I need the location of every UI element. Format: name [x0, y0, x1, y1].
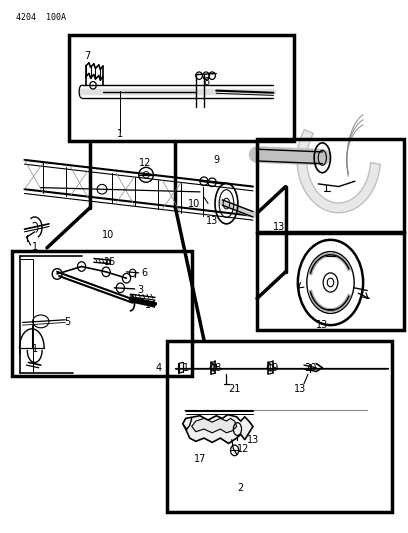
Text: 18: 18	[210, 363, 222, 373]
Bar	[257, 233, 404, 330]
Text: 12: 12	[139, 158, 151, 167]
Text: 4204  100A: 4204 100A	[16, 13, 67, 22]
Text: 13: 13	[247, 435, 259, 445]
Polygon shape	[192, 418, 237, 433]
Text: 17: 17	[194, 455, 206, 464]
Text: 10: 10	[102, 230, 114, 239]
Text: 13: 13	[294, 384, 306, 394]
Polygon shape	[183, 415, 253, 443]
Text: 6: 6	[142, 269, 148, 278]
Text: 15: 15	[104, 257, 116, 267]
Bar	[257, 139, 404, 232]
Text: 19: 19	[267, 363, 279, 373]
Text: 9: 9	[213, 155, 220, 165]
Text: 3: 3	[137, 286, 144, 295]
Text: 7: 7	[84, 51, 91, 61]
Text: 2: 2	[237, 483, 244, 492]
Text: 1: 1	[31, 242, 38, 252]
Text: 8: 8	[203, 77, 209, 86]
Text: 1: 1	[31, 344, 38, 354]
Text: 13: 13	[273, 222, 286, 231]
Text: 4: 4	[156, 363, 162, 373]
Text: i: i	[390, 496, 393, 506]
Text: 20: 20	[304, 363, 316, 373]
Text: 5: 5	[64, 318, 71, 327]
Text: 21: 21	[228, 384, 241, 394]
Bar	[69, 35, 294, 141]
Text: 10: 10	[188, 199, 200, 209]
Bar	[12, 251, 192, 376]
Text: 14: 14	[145, 300, 157, 310]
Text: 13: 13	[316, 320, 328, 330]
Text: 12: 12	[237, 444, 249, 454]
Text: 13: 13	[206, 216, 218, 226]
Text: 1: 1	[182, 363, 189, 373]
Text: 1: 1	[117, 130, 124, 139]
Bar	[167, 341, 392, 512]
